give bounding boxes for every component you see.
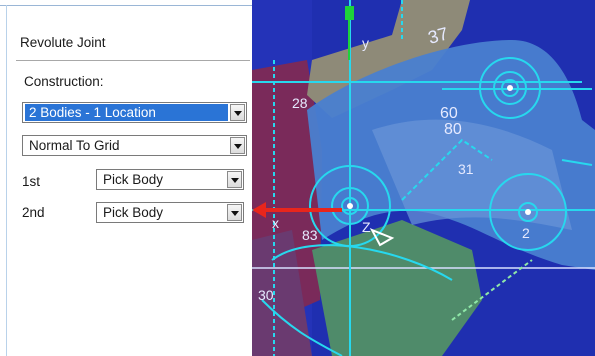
construction-geometry xyxy=(252,0,595,356)
panel-border-left xyxy=(6,5,7,356)
label-x: x xyxy=(272,215,279,231)
label-z: Z xyxy=(362,219,371,235)
second-body-dropdown[interactable]: Pick Body xyxy=(96,202,244,223)
pick-pointer-arrow xyxy=(252,202,342,218)
chevron-down-icon[interactable] xyxy=(230,137,245,154)
construction-dropdown[interactable]: 2 Bodies - 1 Location xyxy=(22,102,247,123)
first-body-dropdown-value: Pick Body xyxy=(103,172,164,187)
second-body-dropdown-value: Pick Body xyxy=(103,205,164,220)
label-83: 83 xyxy=(302,227,318,243)
title-divider xyxy=(16,60,250,61)
graphics-viewport[interactable]: y x 37 28 60 80 31 83 Z 2 30 xyxy=(252,0,595,356)
chevron-down-icon[interactable] xyxy=(227,204,242,221)
label-2: 2 xyxy=(522,225,530,241)
second-body-label: 2nd xyxy=(22,205,45,220)
construction-dropdown-value: 2 Bodies - 1 Location xyxy=(25,104,228,121)
chevron-down-icon[interactable] xyxy=(230,104,245,121)
label-30: 30 xyxy=(258,287,274,303)
label-28: 28 xyxy=(292,95,308,111)
chevron-down-icon[interactable] xyxy=(227,171,242,188)
orientation-dropdown[interactable]: Normal To Grid xyxy=(22,135,247,156)
label-80: 80 xyxy=(444,121,462,138)
label-y: y xyxy=(362,35,369,51)
axis-origin-marker xyxy=(345,6,354,20)
construction-label: Construction: xyxy=(24,74,104,89)
first-body-label: 1st xyxy=(22,174,41,189)
green-body[interactable] xyxy=(312,220,482,356)
orientation-dropdown-value: Normal To Grid xyxy=(29,138,120,153)
label-60: 60 xyxy=(440,105,458,122)
first-body-dropdown[interactable]: Pick Body xyxy=(96,169,244,190)
property-panel: Revolute Joint Construction: 2 Bodies - … xyxy=(0,0,252,356)
label-31: 31 xyxy=(458,161,474,177)
panel-border-top xyxy=(0,5,252,6)
panel-title: Revolute Joint xyxy=(20,35,106,50)
model-canvas[interactable]: y x 37 28 60 80 31 83 Z 2 30 xyxy=(252,0,595,356)
